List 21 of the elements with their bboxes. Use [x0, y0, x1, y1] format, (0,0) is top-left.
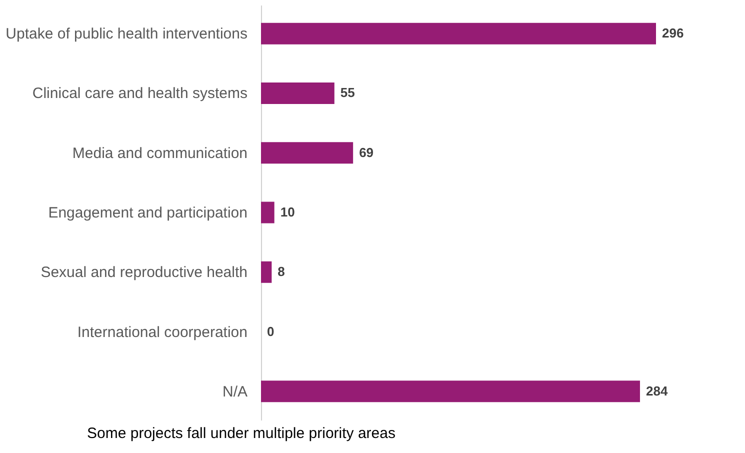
text: Some projects fall under multiple priority areas [87, 425, 396, 442]
data-label: 296 [662, 26, 684, 41]
y-tick-label: N/A [222, 383, 248, 400]
data-label: 0 [267, 324, 274, 339]
y-tick-label: Clinical care and health systems [32, 85, 248, 102]
bar [261, 142, 354, 164]
y-tick-label: Media and communication [72, 144, 248, 162]
bar [261, 22, 656, 44]
bar [261, 202, 274, 224]
y-tick-label: Engagement and participation [48, 204, 248, 222]
y-tick-label: Sexual and reproductive health [40, 264, 248, 282]
data-label: 69 [359, 144, 374, 160]
y-tick-label: Uptake of public health interventions [6, 26, 248, 43]
data-label: 8 [278, 264, 285, 280]
data-label: 284 [646, 383, 668, 398]
bar [261, 82, 334, 104]
bar [261, 261, 272, 283]
data-label: 55 [340, 85, 355, 100]
data-label: 10 [280, 204, 295, 220]
y-tick-label: International coorperation [77, 324, 248, 341]
bar [261, 380, 640, 402]
